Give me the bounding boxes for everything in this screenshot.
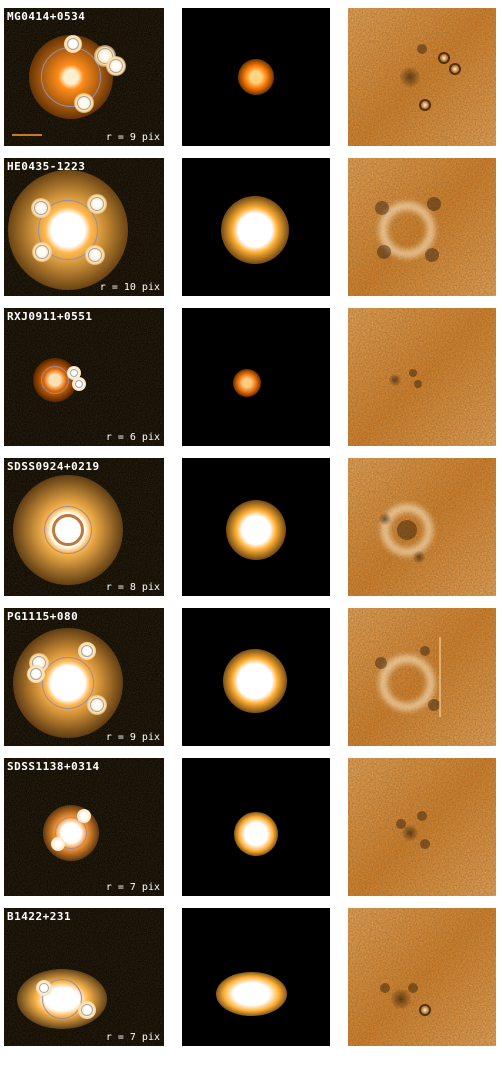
model-panel <box>182 758 330 896</box>
aperture-label: r = 7 pix <box>106 882 160 893</box>
aperture-label: r = 6 pix <box>106 432 160 443</box>
data-panel: MG0414+0534 r = 9 pix <box>4 8 164 146</box>
object-name-label: MG0414+0534 <box>7 10 85 23</box>
residual-panel <box>348 608 496 746</box>
scalebar <box>12 134 42 136</box>
residual-panel <box>348 308 496 446</box>
aperture-label: r = 9 pix <box>106 732 160 743</box>
object-name-label: SDSS0924+0219 <box>7 460 100 473</box>
model-panel <box>182 608 330 746</box>
model-panel <box>182 908 330 1046</box>
data-panel: SDSS0924+0219 r = 8 pix <box>4 458 164 596</box>
residual-panel <box>348 8 496 146</box>
aperture-label: r = 8 pix <box>106 582 160 593</box>
residual-panel <box>348 908 496 1046</box>
residual-panel <box>348 158 496 296</box>
aperture-label: r = 7 pix <box>106 1032 160 1043</box>
object-name-label: B1422+231 <box>7 910 71 923</box>
data-panel: HE0435-1223 r = 10 pix <box>4 158 164 296</box>
data-panel: RXJ0911+0551 r = 6 pix <box>4 308 164 446</box>
object-name-label: SDSS1138+0314 <box>7 760 100 773</box>
data-panel: SDSS1138+0314 r = 7 pix <box>4 758 164 896</box>
model-panel <box>182 308 330 446</box>
data-panel: B1422+231 r = 7 pix <box>4 908 164 1046</box>
object-name-label: PG1115+080 <box>7 610 78 623</box>
object-name-label: RXJ0911+0551 <box>7 310 92 323</box>
aperture-label: r = 9 pix <box>106 132 160 143</box>
data-panel: PG1115+080 r = 9 pix <box>4 608 164 746</box>
residual-panel <box>348 758 496 896</box>
model-panel <box>182 8 330 146</box>
model-panel <box>182 158 330 296</box>
aperture-label: r = 10 pix <box>100 282 160 293</box>
residual-panel <box>348 458 496 596</box>
figure-grid: MG0414+0534 r = 9 pix HE0435-1223 r = 10 pi… <box>0 0 502 1054</box>
model-panel <box>182 458 330 596</box>
object-name-label: HE0435-1223 <box>7 160 85 173</box>
